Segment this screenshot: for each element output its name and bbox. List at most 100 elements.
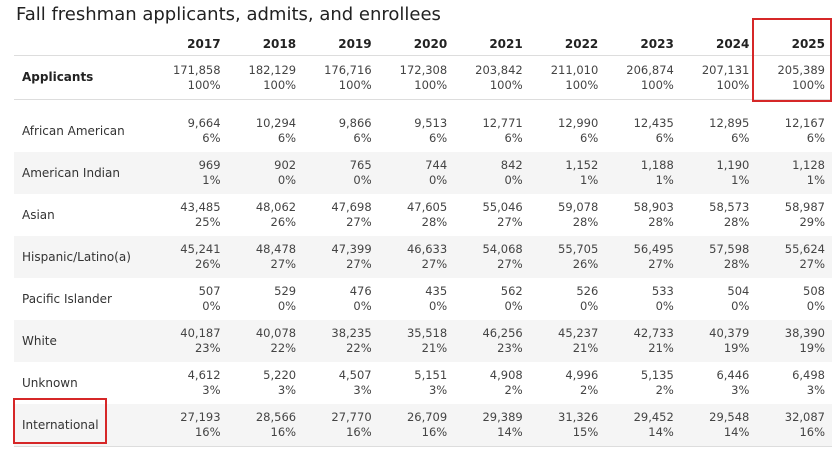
table-cell[interactable]: 45,237 21% bbox=[529, 320, 606, 362]
table-cell[interactable]: 56,495 27% bbox=[605, 236, 681, 278]
table-cell[interactable]: 54,068 27% bbox=[454, 236, 530, 278]
table-cell[interactable]: 42,733 21% bbox=[605, 320, 681, 362]
table-cell[interactable]: 10,294 6% bbox=[228, 110, 304, 152]
year-header[interactable]: 2020 bbox=[413, 37, 448, 51]
table-cell[interactable]: 203,842 100% bbox=[454, 55, 530, 100]
year-header[interactable]: 2017 bbox=[187, 37, 221, 51]
table-cell[interactable]: 172,308 100% bbox=[378, 55, 455, 100]
table-cell[interactable]: 28,566 16% bbox=[227, 404, 304, 447]
year-header[interactable]: 2022 bbox=[564, 37, 599, 51]
table-cell[interactable]: 529 0% bbox=[228, 278, 304, 320]
table-cell[interactable]: 533 0% bbox=[605, 278, 681, 320]
table-cell[interactable]: 12,895 6% bbox=[681, 110, 757, 152]
table-cell[interactable]: 507 0% bbox=[152, 278, 228, 320]
table-cell[interactable]: 5,135 2% bbox=[605, 362, 681, 404]
year-header[interactable]: 2019 bbox=[338, 37, 372, 51]
table-cell[interactable]: 504 0% bbox=[681, 278, 757, 320]
table-cell[interactable]: 12,990 6% bbox=[530, 110, 606, 152]
table-cell[interactable]: 4,507 3% bbox=[303, 362, 379, 404]
table-cell[interactable]: 27,770 16% bbox=[303, 404, 379, 447]
table-cell[interactable]: 47,605 28% bbox=[379, 194, 455, 236]
table-cell[interactable]: 48,478 27% bbox=[227, 236, 304, 278]
table-cell[interactable]: 40,379 19% bbox=[680, 320, 757, 362]
row-label[interactable]: Asian bbox=[22, 207, 55, 222]
table-cell[interactable]: 969 1% bbox=[152, 152, 228, 194]
table-cell[interactable]: 47,399 27% bbox=[303, 236, 379, 278]
row-label[interactable]: Pacific Islander bbox=[22, 291, 112, 306]
table-cell[interactable]: 508 0% bbox=[756, 278, 832, 320]
table-cell[interactable]: 58,573 28% bbox=[681, 194, 757, 236]
table-cell[interactable]: 35,518 21% bbox=[378, 320, 455, 362]
table-cell[interactable]: 12,771 6% bbox=[454, 110, 530, 152]
table-cell[interactable]: 765 0% bbox=[303, 152, 379, 194]
table-cell[interactable]: 29,389 14% bbox=[454, 404, 530, 447]
year-header[interactable]: 2024 bbox=[715, 37, 750, 51]
year-header[interactable]: 2021 bbox=[489, 37, 523, 51]
table-cell[interactable]: 59,078 28% bbox=[530, 194, 606, 236]
table-cell[interactable]: 476 0% bbox=[303, 278, 379, 320]
row-label[interactable]: Hispanic/Latino(a) bbox=[14, 236, 152, 278]
table-cell[interactable]: 31,326 15% bbox=[529, 404, 606, 447]
year-header[interactable]: 2023 bbox=[640, 37, 674, 51]
table-cell[interactable]: 55,705 26% bbox=[529, 236, 606, 278]
table-cell[interactable]: 46,633 27% bbox=[378, 236, 455, 278]
table-cell[interactable]: 12,435 6% bbox=[605, 110, 681, 152]
table-cell[interactable]: 55,046 27% bbox=[454, 194, 530, 236]
table-cell[interactable]: 206,874 100% bbox=[605, 55, 681, 100]
table-cell[interactable]: 58,987 29% bbox=[756, 194, 832, 236]
table-cell[interactable]: 29,548 14% bbox=[680, 404, 757, 447]
table-cell[interactable]: 5,151 3% bbox=[379, 362, 455, 404]
table-cell[interactable]: 1,188 1% bbox=[605, 152, 681, 194]
table-cell[interactable]: 29,452 14% bbox=[605, 404, 681, 447]
table-cell[interactable]: 4,996 2% bbox=[530, 362, 606, 404]
table-cell[interactable]: 205,389 100% bbox=[756, 55, 832, 100]
table-cell[interactable]: 32,087 16% bbox=[756, 404, 832, 447]
table-cell[interactable]: 182,129 100% bbox=[227, 55, 304, 100]
table-cell[interactable]: 842 0% bbox=[454, 152, 530, 194]
table-cell[interactable]: 902 0% bbox=[227, 152, 304, 194]
cell-count: 47,399 bbox=[331, 242, 372, 256]
table-cell[interactable]: 12,167 6% bbox=[756, 110, 832, 152]
table-cell[interactable]: 57,598 28% bbox=[680, 236, 757, 278]
table-cell[interactable]: 744 0% bbox=[378, 152, 455, 194]
table-cell[interactable]: 55,624 27% bbox=[756, 236, 832, 278]
table-cell[interactable]: 38,390 19% bbox=[756, 320, 832, 362]
table-cell[interactable]: 211,010 100% bbox=[529, 55, 606, 100]
table-cell[interactable]: 46,256 23% bbox=[454, 320, 530, 362]
table-cell[interactable]: 43,485 25% bbox=[152, 194, 228, 236]
table-cell[interactable]: 176,716 100% bbox=[303, 55, 379, 100]
table-cell[interactable]: 27,193 16% bbox=[152, 404, 228, 447]
table-cell[interactable]: 45,241 26% bbox=[152, 236, 228, 278]
table-cell[interactable]: 40,187 23% bbox=[152, 320, 228, 362]
table-cell[interactable]: 47,698 27% bbox=[303, 194, 379, 236]
table-cell[interactable]: 1,190 1% bbox=[680, 152, 757, 194]
table-cell[interactable]: 171,858 100% bbox=[152, 55, 228, 100]
table-cell[interactable]: 9,866 6% bbox=[303, 110, 379, 152]
table-cell[interactable]: 1,152 1% bbox=[529, 152, 606, 194]
table-cell[interactable]: 4,612 3% bbox=[152, 362, 228, 404]
year-header[interactable]: 2018 bbox=[262, 37, 297, 51]
row-label[interactable]: Applicants bbox=[14, 55, 152, 100]
table-cell[interactable]: 562 0% bbox=[454, 278, 530, 320]
row-label[interactable]: American Indian bbox=[14, 152, 152, 194]
table-cell[interactable]: 5,220 3% bbox=[228, 362, 304, 404]
table-cell[interactable]: 207,131 100% bbox=[680, 55, 757, 100]
table-cell[interactable]: 58,903 28% bbox=[605, 194, 681, 236]
table-cell[interactable]: 48,062 26% bbox=[228, 194, 304, 236]
table-cell[interactable]: 526 0% bbox=[530, 278, 606, 320]
table-cell[interactable]: 435 0% bbox=[379, 278, 455, 320]
row-label[interactable]: White bbox=[14, 320, 152, 362]
row-label[interactable]: Unknown bbox=[22, 375, 78, 390]
table-cell[interactable]: 4,908 2% bbox=[454, 362, 530, 404]
row-label[interactable]: International bbox=[14, 404, 152, 447]
table-cell[interactable]: 26,709 16% bbox=[378, 404, 455, 447]
table-cell[interactable]: 40,078 22% bbox=[227, 320, 304, 362]
table-cell[interactable]: 6,446 3% bbox=[681, 362, 757, 404]
table-cell[interactable]: 6,498 3% bbox=[756, 362, 832, 404]
year-header[interactable]: 2025 bbox=[791, 37, 825, 51]
table-cell[interactable]: 9,664 6% bbox=[152, 110, 228, 152]
row-label[interactable]: African American bbox=[22, 123, 125, 138]
table-cell[interactable]: 38,235 22% bbox=[303, 320, 379, 362]
table-cell[interactable]: 1,128 1% bbox=[756, 152, 832, 194]
table-cell[interactable]: 9,513 6% bbox=[379, 110, 455, 152]
